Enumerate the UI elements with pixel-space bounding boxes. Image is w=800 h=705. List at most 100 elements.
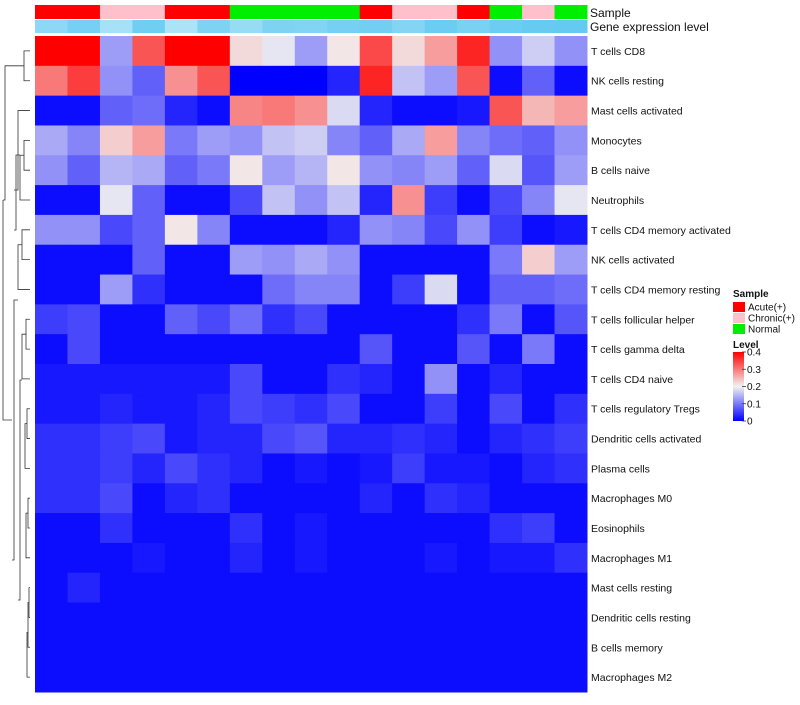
heatmap-cell — [35, 214, 68, 246]
row-label: Macrophages M2 — [591, 672, 672, 684]
heatmap-cell — [294, 214, 328, 246]
heatmap-cell — [294, 334, 328, 365]
heatmap-cell — [197, 334, 231, 365]
heatmap-cell — [522, 125, 556, 156]
heatmap-cell — [489, 334, 523, 365]
heatmap-cell — [35, 95, 68, 126]
heatmap-cell — [197, 95, 231, 126]
heatmap-cell — [522, 155, 556, 186]
heatmap-cell — [457, 602, 491, 633]
heatmap-cell — [554, 662, 588, 693]
heatmap-cell — [229, 185, 263, 216]
level-legend-tick-label: 0.1 — [747, 399, 761, 410]
heatmap-cell — [424, 65, 458, 97]
dendrogram-branch — [25, 512, 30, 559]
heatmap-cell — [359, 125, 393, 156]
heatmap-cell — [35, 572, 68, 604]
heatmap-cell — [197, 632, 231, 663]
row-label: Dendritic cells activated — [591, 434, 701, 446]
heatmap-cell — [262, 542, 296, 574]
heatmap-cell — [197, 36, 231, 67]
heatmap-cell — [67, 542, 101, 574]
heatmap-cell — [164, 304, 198, 335]
heatmap-cell — [489, 393, 523, 425]
expression-annotation-cell — [99, 20, 133, 33]
sample-annotation-cell — [35, 5, 68, 19]
heatmap-cell — [164, 423, 198, 454]
heatmap-cell — [554, 364, 588, 395]
heatmap-cell — [554, 513, 588, 544]
heatmap-cell — [359, 423, 393, 454]
row-label: Plasma cells — [591, 463, 650, 475]
dendrogram-branch — [3, 65, 24, 201]
heatmap-cell — [359, 572, 393, 604]
heatmap-cell — [99, 632, 133, 663]
heatmap-cell — [197, 244, 231, 276]
heatmap-cell — [392, 65, 426, 97]
heatmap-cell — [554, 274, 588, 305]
heatmap-cell — [489, 95, 523, 126]
heatmap-cell — [197, 125, 231, 156]
heatmap-cell — [67, 155, 101, 186]
row-label: Eosinophils — [591, 523, 645, 535]
heatmap-cell — [359, 214, 393, 246]
heatmap-cell — [327, 393, 361, 425]
dendrogram-branch — [27, 497, 30, 529]
dendrogram-branch — [28, 587, 30, 618]
heatmap-cell — [35, 423, 68, 454]
sample-annotation-cell — [99, 5, 133, 19]
heatmap-cell — [99, 95, 133, 126]
row-dendrogram — [2, 50, 30, 678]
heatmap-cell — [359, 513, 393, 544]
sample-annotation-cell — [164, 5, 198, 19]
heatmap-cell — [327, 334, 361, 365]
heatmap-cell — [359, 542, 393, 574]
heatmap-cell — [132, 334, 166, 365]
row-label: NK cells resting — [591, 76, 664, 88]
heatmap-cell — [327, 244, 361, 276]
dendrogram-branch — [17, 244, 30, 290]
heatmap-cell — [132, 393, 166, 425]
heatmap-cell — [294, 185, 328, 216]
heatmap-cell — [67, 125, 101, 156]
heatmap-cell — [327, 542, 361, 574]
heatmap-cell — [229, 423, 263, 454]
row-label: B cells memory — [591, 642, 664, 654]
heatmap-cell — [457, 244, 491, 276]
heatmap-cell — [554, 334, 588, 365]
heatmap-cell — [424, 572, 458, 604]
dendrogram-branch — [23, 50, 30, 82]
heatmap-cell — [132, 632, 166, 663]
heatmap-cell — [67, 632, 101, 663]
heatmap-cell — [294, 572, 328, 604]
row-labels: T cells CD8 NK cells resting Mast cells ac… — [591, 46, 731, 684]
heatmap-cell — [229, 513, 263, 544]
heatmap-cell — [457, 155, 491, 186]
dendrogram-branch — [26, 631, 30, 678]
heatmap-cell — [522, 483, 556, 514]
heatmap-cell — [35, 602, 68, 633]
heatmap-cell — [392, 155, 426, 186]
heatmap-cell — [327, 214, 361, 246]
heatmap-cell — [164, 632, 198, 663]
sample-annotation-cell — [554, 5, 588, 19]
heatmap-cell — [457, 36, 491, 67]
heatmap-cell — [262, 572, 296, 604]
sample-legend-label: Normal — [748, 325, 780, 336]
heatmap-cell — [294, 244, 328, 276]
heatmap-cell — [457, 334, 491, 365]
heatmap-cell — [229, 572, 263, 604]
row-label: Mast cells activated — [591, 106, 683, 118]
heatmap-cell — [132, 602, 166, 633]
heatmap-cell — [489, 632, 523, 663]
heatmap-cell — [67, 185, 101, 216]
heatmap-cell — [359, 155, 393, 186]
heatmap-cell — [164, 65, 198, 97]
heatmap-cell — [67, 393, 101, 425]
level-legend-tick-label: 0 — [747, 417, 753, 428]
heatmap-cell — [262, 393, 296, 425]
heatmap-cell — [99, 542, 133, 574]
heatmap-cell — [294, 632, 328, 663]
expression-annotation-cell — [522, 20, 556, 33]
